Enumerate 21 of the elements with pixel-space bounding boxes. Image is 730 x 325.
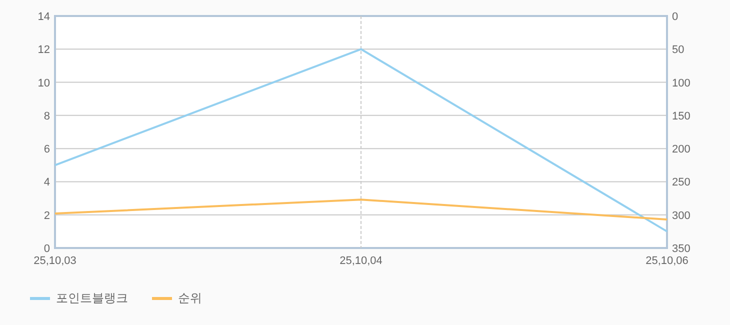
y-tick-label: 12 <box>38 44 50 56</box>
y-tick-label: 6 <box>44 144 50 156</box>
legend-label: 순위 <box>178 291 202 305</box>
y2-tick-label: 350 <box>672 243 690 255</box>
y2-tick-label: 150 <box>672 110 690 122</box>
y2-tick-label: 0 <box>672 11 678 23</box>
x-tick-label: 25,10,03 <box>34 255 76 267</box>
y-tick-label: 4 <box>44 176 50 189</box>
legend-label: 포인트블랭크 <box>56 291 128 305</box>
y-tick-label: 2 <box>44 210 50 222</box>
y-tick-label: 14 <box>38 11 50 23</box>
y2-tick-label: 50 <box>672 44 684 56</box>
y-tick-label: 0 <box>44 243 50 255</box>
x-tick-label: 25,10,06 <box>646 255 688 267</box>
y-tick-label: 8 <box>44 110 50 122</box>
y2-tick-label: 250 <box>672 176 690 189</box>
y2-tick-label: 100 <box>672 77 690 90</box>
y2-tick-label: 200 <box>672 144 690 156</box>
x-tick-label: 25,10,04 <box>340 255 382 267</box>
y-tick-label: 10 <box>38 77 50 90</box>
y2-tick-label: 300 <box>672 210 690 222</box>
